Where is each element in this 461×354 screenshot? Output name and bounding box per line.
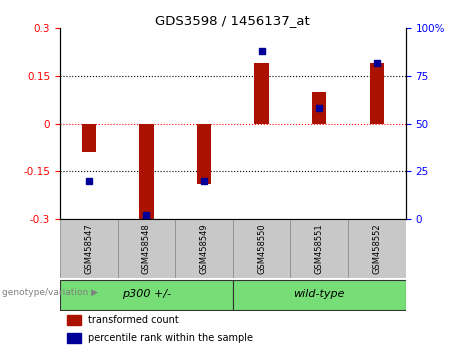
Bar xyxy=(370,63,384,124)
Bar xyxy=(118,219,175,279)
Bar xyxy=(82,124,96,152)
Text: GSM458551: GSM458551 xyxy=(315,223,324,274)
Bar xyxy=(254,63,269,124)
Bar xyxy=(290,219,348,279)
Bar xyxy=(67,315,81,325)
Bar xyxy=(197,124,211,184)
Bar xyxy=(139,124,154,222)
Text: GSM458549: GSM458549 xyxy=(200,223,208,274)
Bar xyxy=(60,280,233,309)
Bar xyxy=(67,333,81,343)
Text: transformed count: transformed count xyxy=(88,315,178,325)
Text: p300 +/-: p300 +/- xyxy=(122,289,171,299)
Text: wild-type: wild-type xyxy=(294,289,345,299)
Text: GSM458547: GSM458547 xyxy=(84,223,93,274)
Bar xyxy=(312,92,326,124)
Text: GSM458548: GSM458548 xyxy=(142,223,151,274)
Text: percentile rank within the sample: percentile rank within the sample xyxy=(88,333,253,343)
Text: genotype/variation ▶: genotype/variation ▶ xyxy=(2,287,98,297)
Bar xyxy=(233,280,406,309)
Bar xyxy=(233,219,290,279)
Bar xyxy=(175,219,233,279)
Text: GSM458550: GSM458550 xyxy=(257,223,266,274)
Bar xyxy=(348,219,406,279)
Text: GSM458552: GSM458552 xyxy=(372,223,381,274)
Title: GDS3598 / 1456137_at: GDS3598 / 1456137_at xyxy=(155,14,310,27)
Bar xyxy=(60,219,118,279)
